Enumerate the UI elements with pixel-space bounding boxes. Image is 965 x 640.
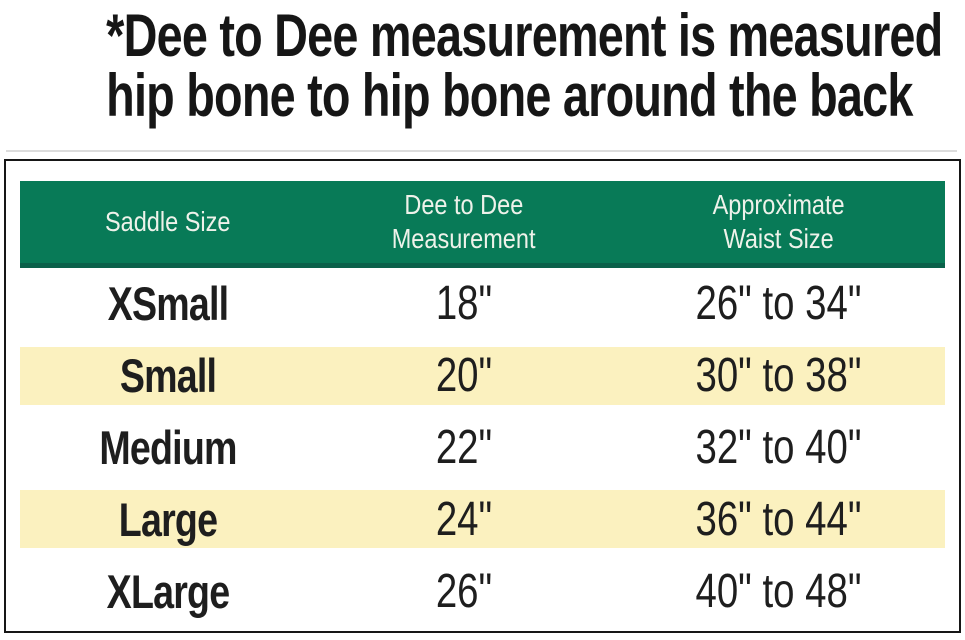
dee-to-dee-cell: 18" [435,277,493,331]
table-content: Saddle Size Dee to Dee Measurement Appro… [20,181,945,627]
table-row-xsmall: XSmall 18" 26" to 34" [20,268,945,340]
size-chart-table: Saddle Size Dee to Dee Measurement Appro… [4,159,961,633]
header-label: Waist Size [723,223,834,254]
waist-size-cell: 36" to 44" [695,492,862,546]
note-line-2: hip bone to hip bone around the back [106,62,913,129]
column-header-dee-to-dee: Dee to Dee Measurement [316,181,612,263]
note-line-1: *Dee to Dee measurement is measured [106,2,943,69]
size-cell: Small [119,349,217,403]
size-cell: Medium [99,420,237,474]
dee-to-dee-cell: 26" [435,564,493,618]
table-row-large: Large 24" 36" to 44" [20,483,945,555]
header-label: Approximate [712,189,845,220]
column-header-waist-size: Approximate Waist Size [612,181,945,263]
table-header-row: Saddle Size Dee to Dee Measurement Appro… [20,181,945,268]
size-cell: XSmall [107,277,229,331]
divider-line [6,150,957,152]
dee-to-dee-cell: 24" [435,492,493,546]
waist-size-cell: 26" to 34" [695,277,862,331]
waist-size-cell: 32" to 40" [695,420,862,474]
waist-size-cell: 40" to 48" [695,564,862,618]
dee-to-dee-cell: 22" [435,420,493,474]
size-cell: XLarge [106,564,230,618]
measurement-note: *Dee to Dee measurement is measured hip … [0,0,965,126]
table-row-xlarge: XLarge 26" 40" to 48" [20,555,945,627]
dee-to-dee-cell: 20" [435,349,493,403]
table-row-small: Small 20" 30" to 38" [20,340,945,412]
waist-size-cell: 30" to 38" [695,349,862,403]
table-row-medium: Medium 22" 32" to 40" [20,412,945,484]
header-label: Saddle Size [105,206,231,237]
size-cell: Large [118,492,218,546]
header-label: Measurement [392,223,536,254]
column-header-saddle-size: Saddle Size [20,181,316,263]
header-label: Dee to Dee [404,189,524,220]
